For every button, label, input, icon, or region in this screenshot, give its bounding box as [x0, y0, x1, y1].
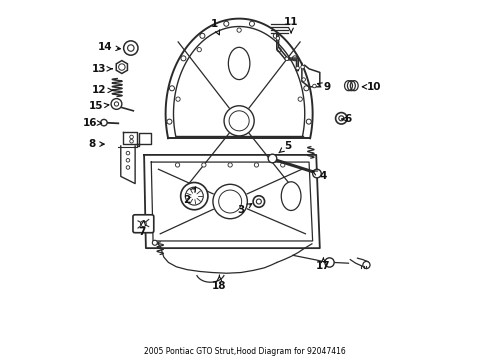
Ellipse shape — [281, 182, 301, 211]
Circle shape — [218, 190, 241, 213]
Text: 15: 15 — [88, 102, 109, 112]
Circle shape — [224, 106, 254, 136]
Circle shape — [180, 183, 207, 210]
Circle shape — [129, 139, 133, 143]
Text: 2: 2 — [183, 187, 195, 205]
Circle shape — [335, 113, 346, 124]
Ellipse shape — [228, 47, 249, 80]
Circle shape — [200, 33, 204, 38]
Circle shape — [201, 163, 205, 167]
Circle shape — [140, 221, 146, 226]
Circle shape — [312, 84, 316, 88]
Circle shape — [123, 41, 138, 55]
Text: 2005 Pontiac GTO Strut,Hood Diagram for 92047416: 2005 Pontiac GTO Strut,Hood Diagram for … — [143, 347, 345, 356]
Circle shape — [119, 64, 125, 70]
Circle shape — [129, 135, 133, 139]
Circle shape — [273, 33, 278, 38]
Text: 18: 18 — [212, 275, 226, 291]
Text: 6: 6 — [341, 114, 351, 124]
Circle shape — [338, 116, 343, 121]
Text: 7: 7 — [138, 221, 146, 237]
Circle shape — [181, 56, 185, 61]
Circle shape — [292, 56, 297, 61]
Circle shape — [127, 45, 134, 51]
Circle shape — [224, 21, 228, 26]
Circle shape — [253, 196, 264, 207]
Circle shape — [197, 48, 201, 52]
Circle shape — [362, 261, 369, 269]
Circle shape — [256, 199, 261, 204]
Circle shape — [227, 163, 232, 167]
Circle shape — [166, 119, 172, 124]
Text: 10: 10 — [362, 82, 380, 92]
Circle shape — [114, 102, 119, 106]
Circle shape — [285, 57, 288, 60]
Circle shape — [280, 163, 285, 167]
Text: 14: 14 — [97, 42, 120, 52]
Circle shape — [267, 154, 276, 163]
Circle shape — [312, 169, 321, 178]
Polygon shape — [116, 60, 127, 73]
Circle shape — [276, 37, 279, 40]
Text: 1: 1 — [210, 19, 219, 35]
Circle shape — [126, 151, 129, 155]
Text: 16: 16 — [83, 118, 102, 128]
Circle shape — [276, 48, 281, 52]
Circle shape — [185, 187, 203, 205]
Circle shape — [237, 28, 241, 32]
Circle shape — [228, 111, 249, 131]
Text: 13: 13 — [92, 64, 112, 74]
Circle shape — [301, 78, 305, 81]
Circle shape — [111, 99, 122, 109]
Circle shape — [300, 65, 304, 69]
Circle shape — [126, 166, 129, 169]
Text: 5: 5 — [278, 141, 290, 153]
FancyBboxPatch shape — [133, 215, 153, 233]
Text: 17: 17 — [315, 258, 330, 271]
Circle shape — [126, 158, 129, 162]
Text: 4: 4 — [312, 171, 326, 181]
Circle shape — [324, 258, 333, 267]
Circle shape — [152, 240, 157, 245]
Circle shape — [254, 163, 258, 167]
Text: 9: 9 — [317, 82, 330, 92]
Text: 11: 11 — [284, 17, 298, 33]
Text: 12: 12 — [92, 85, 112, 95]
Circle shape — [176, 97, 180, 101]
Text: 3: 3 — [237, 204, 251, 216]
Circle shape — [295, 66, 299, 70]
Circle shape — [305, 119, 311, 124]
Circle shape — [101, 120, 107, 126]
Circle shape — [303, 86, 308, 91]
Circle shape — [249, 21, 254, 26]
Circle shape — [298, 97, 302, 101]
Circle shape — [169, 86, 174, 91]
Text: 8: 8 — [88, 139, 104, 149]
Circle shape — [175, 163, 180, 167]
Circle shape — [212, 184, 247, 219]
